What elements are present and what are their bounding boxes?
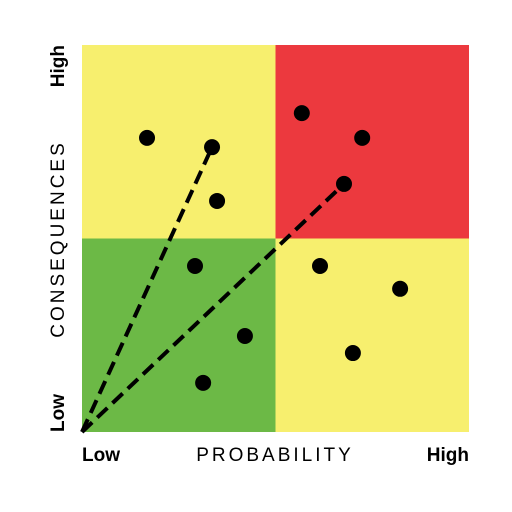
y-axis-label: CONSEQUENCES <box>48 140 69 338</box>
risk-point <box>209 192 226 209</box>
risk-point <box>195 374 212 391</box>
risk-point <box>344 345 361 362</box>
risk-point <box>312 257 329 274</box>
risk-point <box>354 129 371 146</box>
dashed-line <box>80 146 214 433</box>
risk-point <box>335 175 352 192</box>
risk-point <box>139 129 156 146</box>
x-axis-label: PROBABILITY <box>196 445 354 466</box>
risk-point <box>293 105 310 122</box>
risk-point <box>392 280 409 297</box>
risk-point <box>204 139 221 156</box>
quadrant-high-high <box>275 45 469 239</box>
x-tick-label: Low <box>82 445 120 466</box>
risk-point <box>236 328 253 345</box>
y-tick-label: High <box>48 45 69 87</box>
risk-point <box>187 257 204 274</box>
quadrant-high-low <box>275 238 469 432</box>
y-tick-label: Low <box>48 394 69 432</box>
dashed-line <box>80 182 346 434</box>
x-tick-label: High <box>427 445 469 466</box>
quadrant-low-high <box>82 45 276 239</box>
